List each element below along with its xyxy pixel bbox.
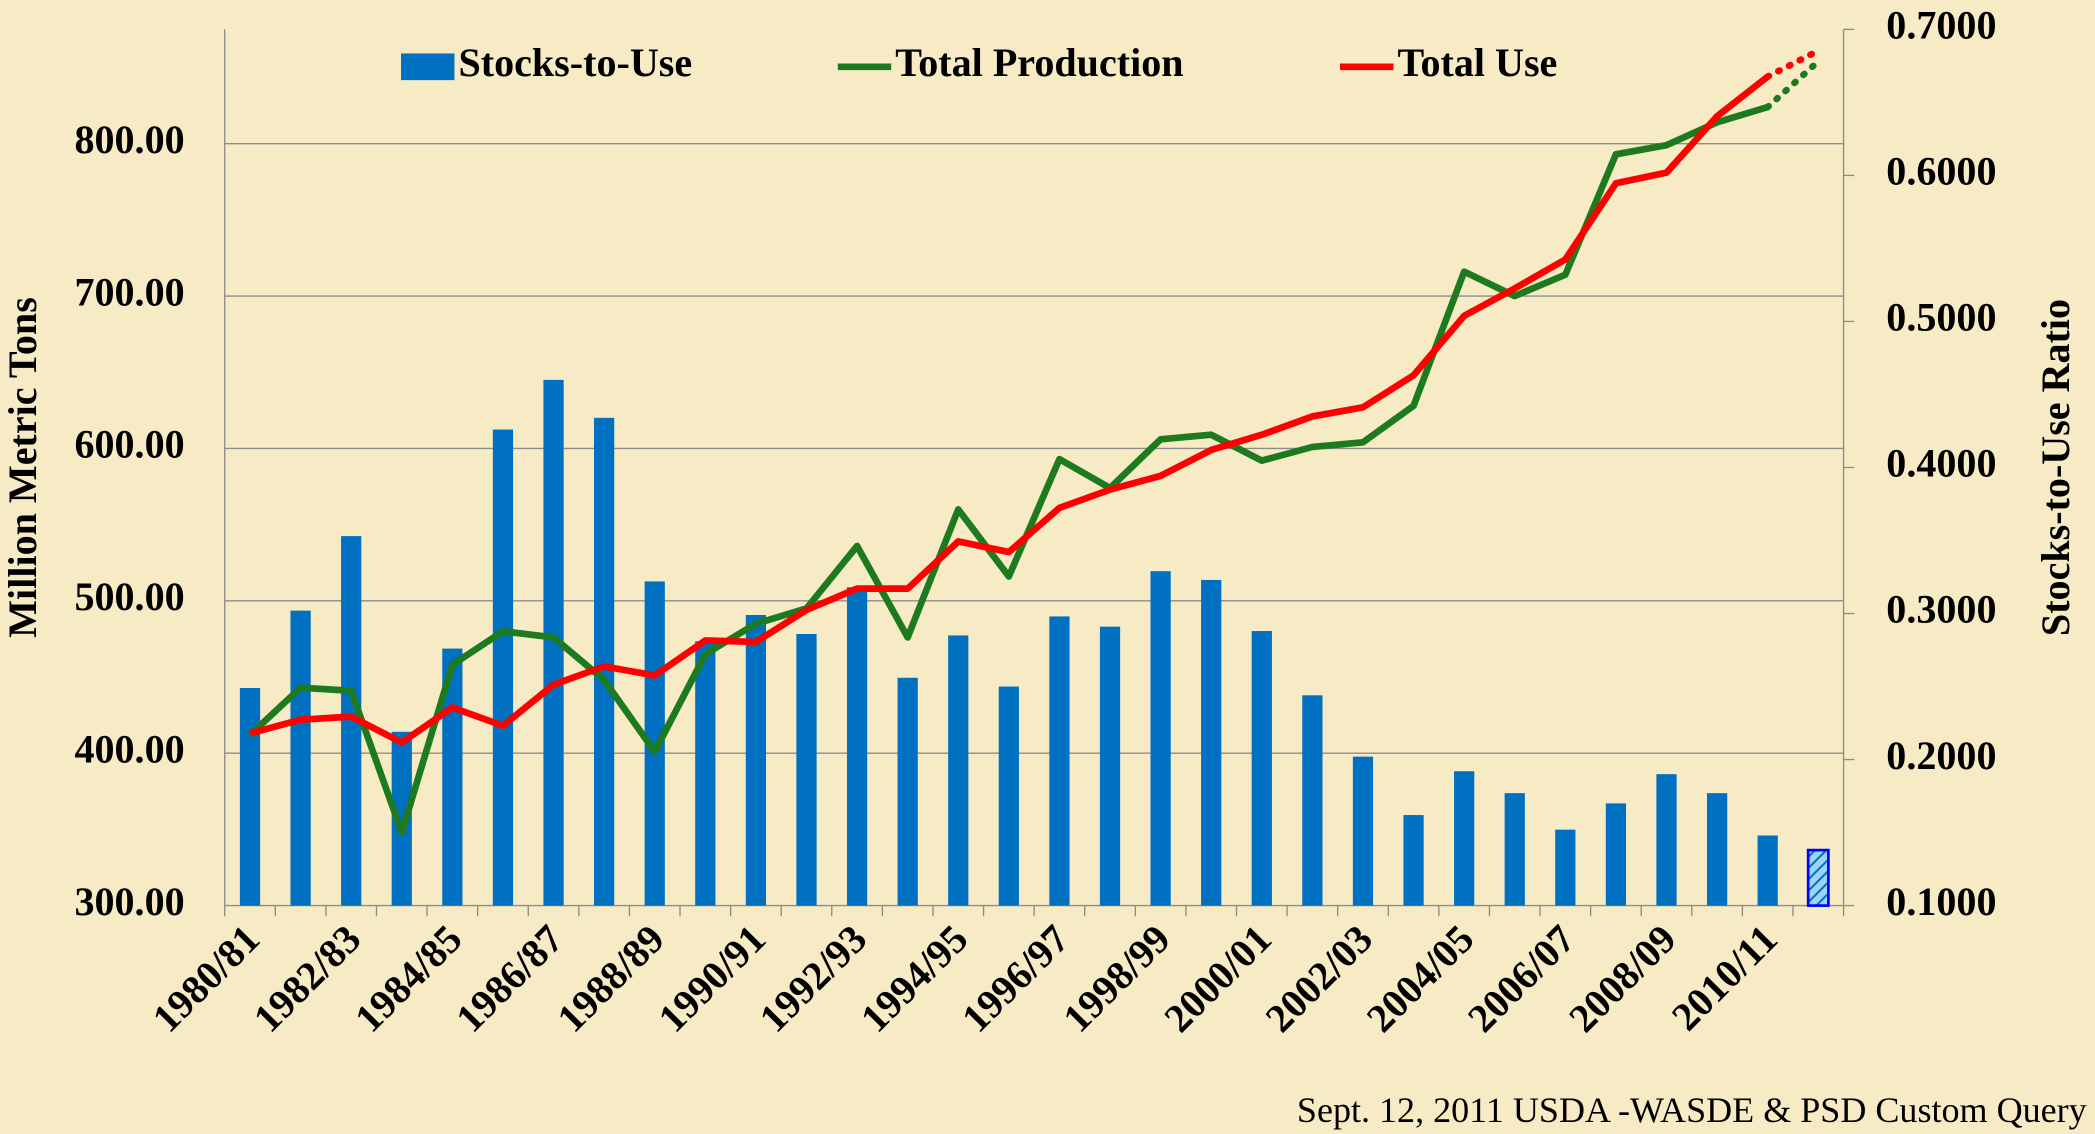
source-note: Sept. 12, 2011 USDA -WASDE & PSD Custom … <box>1297 1090 2087 1130</box>
projected-line <box>1764 58 1822 111</box>
bar <box>998 686 1019 906</box>
x-tick-label: 2006/07 <box>1459 916 1584 1041</box>
x-tick-label: 1996/97 <box>953 916 1078 1041</box>
y2-tick-label: 0.2000 <box>1886 733 1996 778</box>
y2-tick-label: 0.6000 <box>1886 149 1996 194</box>
x-tick-label: 1994/95 <box>852 916 977 1041</box>
y2-tick-label: 0.5000 <box>1886 295 1996 340</box>
x-tick-label: 1998/99 <box>1054 916 1179 1041</box>
bar <box>897 677 918 906</box>
bar <box>1049 616 1070 906</box>
line <box>249 73 1770 746</box>
x-tick-label: 2004/05 <box>1358 916 1483 1041</box>
x-tick-label: 1988/89 <box>548 916 673 1041</box>
y-tick-label: 300.00 <box>74 879 184 924</box>
bar <box>948 635 969 906</box>
bar <box>492 429 514 906</box>
bar <box>1656 774 1677 906</box>
bar <box>1251 631 1272 906</box>
x-tick-label: 2002/03 <box>1257 916 1382 1041</box>
y-tick-label: 500.00 <box>74 574 184 619</box>
y-axis-title: Million Metric Tons <box>0 297 45 638</box>
bar <box>290 610 311 906</box>
bar <box>1454 771 1475 906</box>
y2-tick-label: 0.3000 <box>1886 587 1996 632</box>
bar <box>239 688 261 906</box>
bar <box>1706 793 1728 906</box>
x-tick-label: 2010/11 <box>1663 916 1786 1039</box>
bar <box>1504 793 1525 906</box>
x-tick-label: 1992/93 <box>751 916 876 1041</box>
y2-tick-label: 0.1000 <box>1886 879 1996 924</box>
y2-tick-label: 0.4000 <box>1886 441 1996 486</box>
bar <box>1302 695 1323 906</box>
bar <box>1555 829 1576 906</box>
x-tick-label: 1982/83 <box>245 916 370 1041</box>
bar <box>745 614 767 906</box>
bar <box>796 633 817 906</box>
legend-label: Stocks-to-Use <box>458 40 692 85</box>
bar <box>543 379 564 906</box>
bar <box>1352 756 1374 906</box>
bar <box>695 641 716 906</box>
bar <box>1099 626 1121 906</box>
legend-label: Total Production <box>895 40 1183 85</box>
bar <box>1757 835 1778 906</box>
bar <box>846 587 868 906</box>
bar <box>1605 803 1627 906</box>
x-tick-label: 1990/91 <box>649 916 774 1041</box>
bar <box>1150 571 1171 906</box>
x-tick-label: 1980/81 <box>144 916 269 1041</box>
y-tick-label: 700.00 <box>74 269 184 314</box>
projected-line <box>1764 47 1822 80</box>
y-tick-label: 400.00 <box>74 726 184 771</box>
bar <box>341 536 362 906</box>
bar <box>644 581 665 906</box>
legend-swatch <box>401 53 455 81</box>
y-tick-label: 800.00 <box>74 117 184 162</box>
legend-label: Total Use <box>1397 40 1557 85</box>
x-tick-label: 2008/09 <box>1560 916 1685 1041</box>
bar <box>1403 815 1424 906</box>
bar <box>391 731 412 906</box>
x-tick-label: 1986/87 <box>447 916 572 1041</box>
bar <box>1806 848 1830 907</box>
x-tick-label: 2000/01 <box>1155 916 1280 1041</box>
y-tick-label: 600.00 <box>74 422 184 467</box>
bar <box>594 417 615 906</box>
bar <box>1201 579 1222 906</box>
line <box>247 103 1769 836</box>
y2-axis-title: Stocks-to-Use Ratio <box>2033 299 2078 636</box>
x-tick-label: 1984/85 <box>346 916 471 1041</box>
y2-tick-label: 0.7000 <box>1886 3 1996 48</box>
